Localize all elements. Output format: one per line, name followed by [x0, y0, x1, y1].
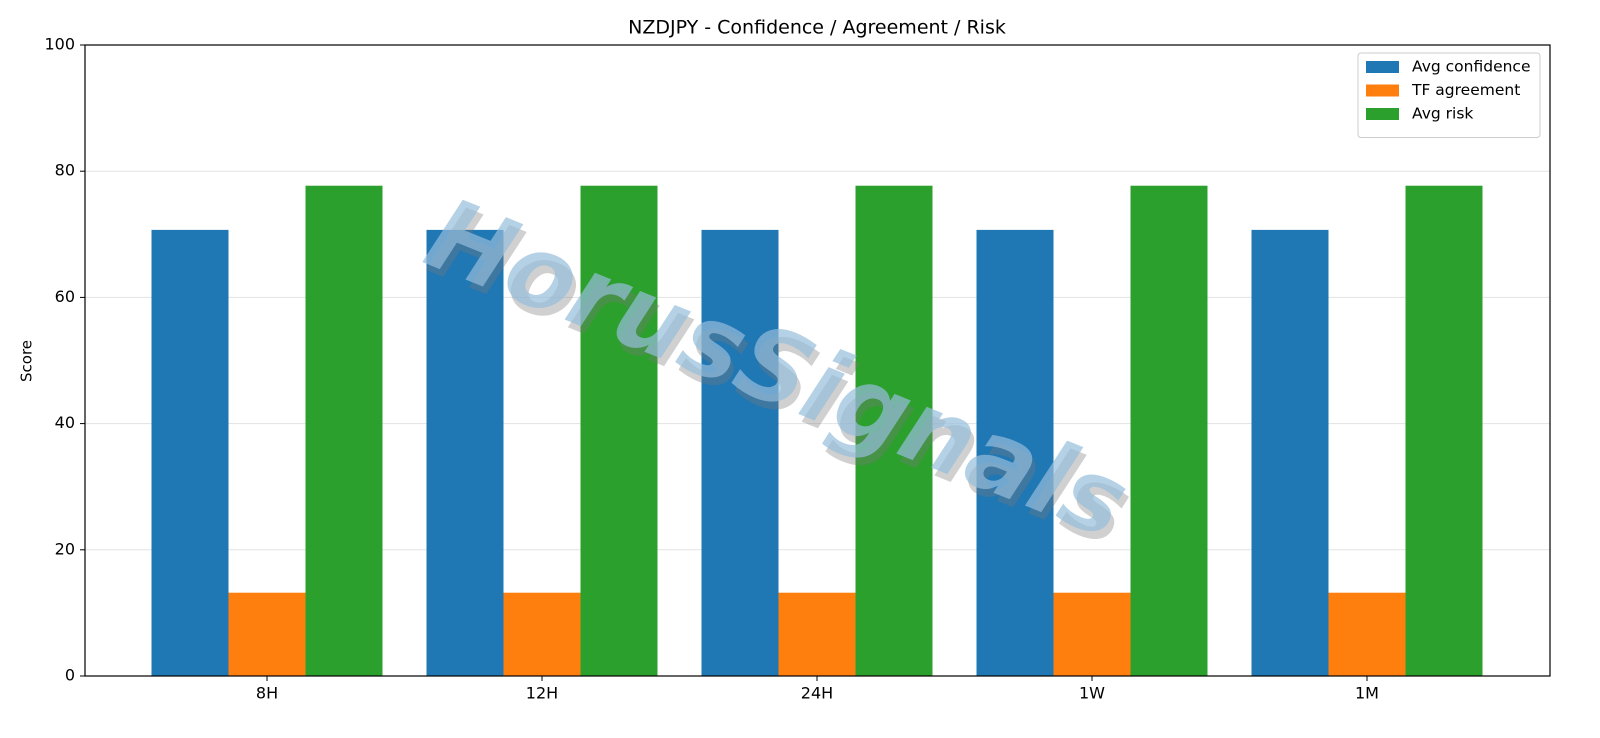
bar	[426, 229, 504, 676]
y-tick-label: 20	[55, 539, 75, 558]
bar	[305, 185, 383, 676]
y-tick-label: 40	[55, 413, 75, 432]
legend-label: Avg risk	[1412, 105, 1473, 123]
bar	[1130, 185, 1208, 676]
bar	[976, 229, 1054, 676]
legend: Avg confidence TF agreement Avg risk	[1357, 52, 1541, 138]
bar	[151, 229, 229, 676]
legend-swatch	[1366, 84, 1399, 97]
bar	[580, 185, 658, 676]
legend-frame	[1357, 52, 1541, 138]
y-tick-label: 80	[55, 161, 75, 180]
y-axis-label: Score	[18, 340, 36, 382]
bar	[701, 229, 779, 676]
bar	[778, 592, 856, 676]
axes: 0 20 40 60 80 100 8H 12H 24H 1W 1M	[44, 35, 1379, 703]
bar	[1405, 185, 1483, 676]
y-tick-label: 0	[65, 666, 75, 685]
legend-label: Avg confidence	[1412, 58, 1530, 76]
y-tick-label: 60	[55, 287, 75, 306]
bar	[1053, 592, 1131, 676]
bar	[855, 185, 933, 676]
chart-title: NZDJPY - Confidence / Agreement / Risk	[628, 17, 1006, 39]
bar	[1328, 592, 1406, 676]
bar	[1251, 229, 1329, 676]
bar	[228, 592, 306, 676]
x-tick-label: 12H	[526, 684, 558, 703]
x-tick-label: 1W	[1079, 684, 1105, 703]
legend-label: TF agreement	[1411, 81, 1520, 99]
x-tick-label: 8H	[256, 684, 278, 703]
x-tick-label: 1M	[1355, 684, 1379, 703]
y-tick-label: 100	[44, 35, 75, 54]
bars	[151, 185, 1483, 676]
legend-swatch	[1366, 108, 1399, 120]
legend-swatch	[1366, 61, 1399, 73]
x-tick-label: 24H	[801, 684, 833, 703]
bar	[503, 592, 581, 676]
